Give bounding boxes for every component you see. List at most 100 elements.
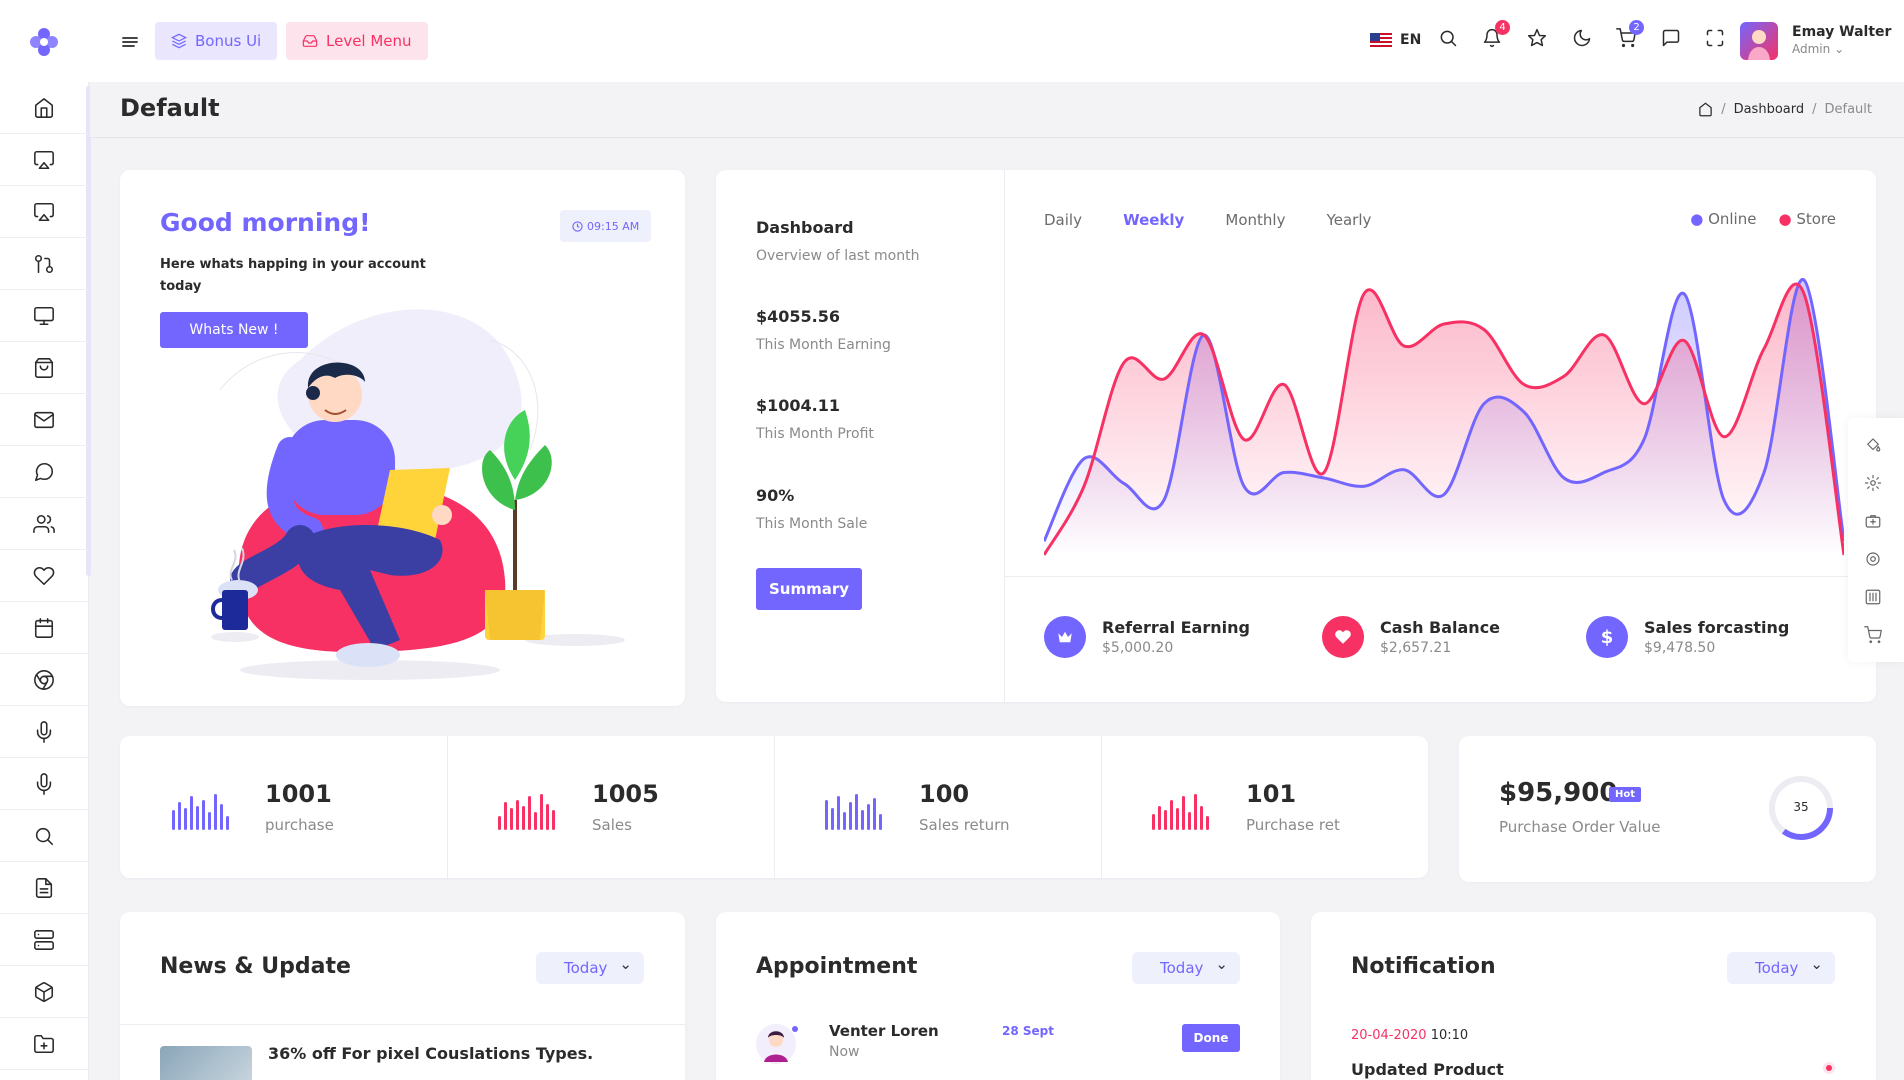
sale-value: 90% (756, 486, 795, 505)
notification-card: Notification Today 20-04-2020 10:10 Upda… (1311, 912, 1876, 1080)
sales-return-bars-icon (825, 790, 882, 830)
notification-filter-dropdown[interactable]: Today (1727, 952, 1835, 984)
paint-bucket-icon[interactable] (1864, 436, 1882, 454)
message-icon[interactable] (1661, 28, 1685, 52)
level-menu-button[interactable]: Level Menu (286, 22, 428, 60)
sidebar-scrollbar[interactable] (86, 86, 91, 576)
home-icon[interactable] (1698, 102, 1713, 117)
appointment-card: Appointment Today Venter Loren Now 28 Se… (716, 912, 1280, 1080)
sidebar-item-calendar[interactable] (0, 602, 88, 654)
tab-monthly[interactable]: Monthly (1225, 211, 1286, 229)
sidebar-item-monitor[interactable] (0, 290, 88, 342)
crown-icon (1044, 616, 1086, 658)
whats-new-button[interactable]: Whats New ! (160, 312, 308, 348)
legend-online[interactable]: ● Online (1690, 210, 1757, 228)
sidebar-item-home[interactable] (0, 82, 88, 134)
sidebar-item-layout[interactable] (0, 186, 88, 238)
referral-title: Referral Earning (1102, 618, 1250, 637)
sidebar-item-favorites[interactable] (0, 550, 88, 602)
news-thumbnail (160, 1046, 252, 1080)
purchase-order-card: $95,900 Hot Purchase Order Value 35 (1459, 736, 1876, 882)
chrome-icon (34, 669, 54, 690)
sidebar-item-audio[interactable] (0, 758, 88, 810)
news-title: News & Update (160, 954, 351, 979)
legend-store[interactable]: ● Store (1778, 210, 1836, 228)
overview-title: Dashboard (756, 218, 854, 237)
appointment-filter-dropdown[interactable]: Today (1132, 952, 1240, 984)
layers-icon (171, 33, 187, 49)
star-icon[interactable] (1527, 28, 1551, 52)
medical-kit-icon[interactable] (1864, 512, 1882, 530)
progress-ring-value: 35 (1793, 800, 1809, 814)
sidebar-item-voice[interactable] (0, 706, 88, 758)
purchase-order-value: $95,900 (1499, 778, 1618, 808)
sidebar-item-folder[interactable] (0, 1018, 88, 1070)
breadcrumb-current: Default (1824, 102, 1873, 117)
done-button[interactable]: Done (1182, 1024, 1240, 1052)
notification-badge: 4 (1495, 20, 1510, 35)
search-icon[interactable] (1438, 28, 1462, 52)
series-line-online[interactable] (1044, 278, 1844, 542)
bonus-ui-label: Bonus Ui (195, 32, 262, 50)
sidebar-item-shop[interactable] (0, 342, 88, 394)
stats-card: 1001 purchase 1005 Sales 100 Sales retur… (120, 736, 1428, 878)
user-menu[interactable]: Emay Walter Admin ⌄ (1792, 24, 1891, 56)
sales-return-label: Sales return (919, 816, 1010, 834)
app-logo[interactable] (28, 26, 60, 58)
sales-bars-icon (498, 790, 555, 830)
server-icon (34, 929, 54, 950)
dollar-icon: $ (1586, 616, 1628, 658)
settings-icon[interactable] (1864, 474, 1882, 492)
user-avatar[interactable] (1740, 22, 1778, 60)
news-filter-dropdown[interactable]: Today (536, 952, 644, 984)
appointment-name: Venter Loren (829, 1022, 939, 1040)
sidebar-item-chat[interactable] (0, 446, 88, 498)
language-selector[interactable]: EN (1370, 32, 1421, 48)
sidebar-item-server[interactable] (0, 914, 88, 966)
menu-toggle-icon[interactable] (120, 32, 140, 56)
fullscreen-icon[interactable] (1705, 28, 1729, 52)
earning-value: $4055.56 (756, 307, 841, 326)
sidebar-item-widgets[interactable] (0, 134, 88, 186)
purchase-return-value: 101 (1246, 780, 1297, 808)
notification-item[interactable]: Updated Product (1351, 1060, 1504, 1079)
sidebar-item-mail[interactable] (0, 394, 88, 446)
mic-icon (36, 772, 52, 795)
breadcrumb-dashboard[interactable]: Dashboard (1733, 102, 1805, 117)
heart-icon (33, 566, 55, 585)
chart-legend: ● Online ● Store (1690, 210, 1836, 228)
tab-yearly[interactable]: Yearly (1326, 211, 1372, 229)
summary-button[interactable]: Summary (756, 568, 862, 610)
welcome-text: Here whats happing in your account today (160, 257, 426, 294)
sidebar-item-search[interactable] (0, 810, 88, 862)
dashboard-overview-card: Dashboard Overview of last month $4055.5… (716, 170, 1876, 702)
chat-icon (34, 462, 54, 481)
sidebar-item-users[interactable] (0, 498, 88, 550)
bonus-ui-button[interactable]: Bonus Ui (155, 22, 278, 60)
sidebar (0, 82, 91, 1080)
overview-subtitle: Overview of last month (756, 248, 920, 264)
shopping-bag-icon (34, 357, 54, 378)
tab-weekly[interactable]: Weekly (1123, 211, 1185, 229)
page-title: Default (120, 94, 220, 122)
gear-icon[interactable] (1864, 550, 1882, 568)
dark-mode-moon-icon[interactable] (1572, 28, 1596, 52)
appointment-title: Appointment (756, 954, 918, 979)
shopping-cart-icon[interactable] (1864, 626, 1882, 644)
sidebar-item-browser[interactable] (0, 654, 88, 706)
users-icon (33, 514, 55, 533)
series-line-store[interactable] (1044, 282, 1844, 556)
tab-daily[interactable]: Daily (1044, 211, 1082, 229)
purchase-value: 1001 (265, 780, 332, 808)
cash-balance: Cash Balance $2,657.21 (1322, 616, 1500, 658)
news-item-title[interactable]: 36% off For pixel Couslations Types. (268, 1044, 594, 1063)
sliders-icon[interactable] (1864, 588, 1882, 606)
sidebar-item-docs[interactable] (0, 862, 88, 914)
mail-icon (34, 411, 54, 428)
top-bar: Bonus Ui Level Menu EN 4 2 Emay Walter A… (0, 0, 1904, 82)
calendar-icon (34, 617, 54, 638)
sidebar-item-git[interactable] (0, 238, 88, 290)
notification-bell-icon[interactable]: 4 (1482, 20, 1510, 52)
cart-icon[interactable]: 2 (1616, 20, 1644, 52)
sidebar-item-box[interactable] (0, 966, 88, 1018)
